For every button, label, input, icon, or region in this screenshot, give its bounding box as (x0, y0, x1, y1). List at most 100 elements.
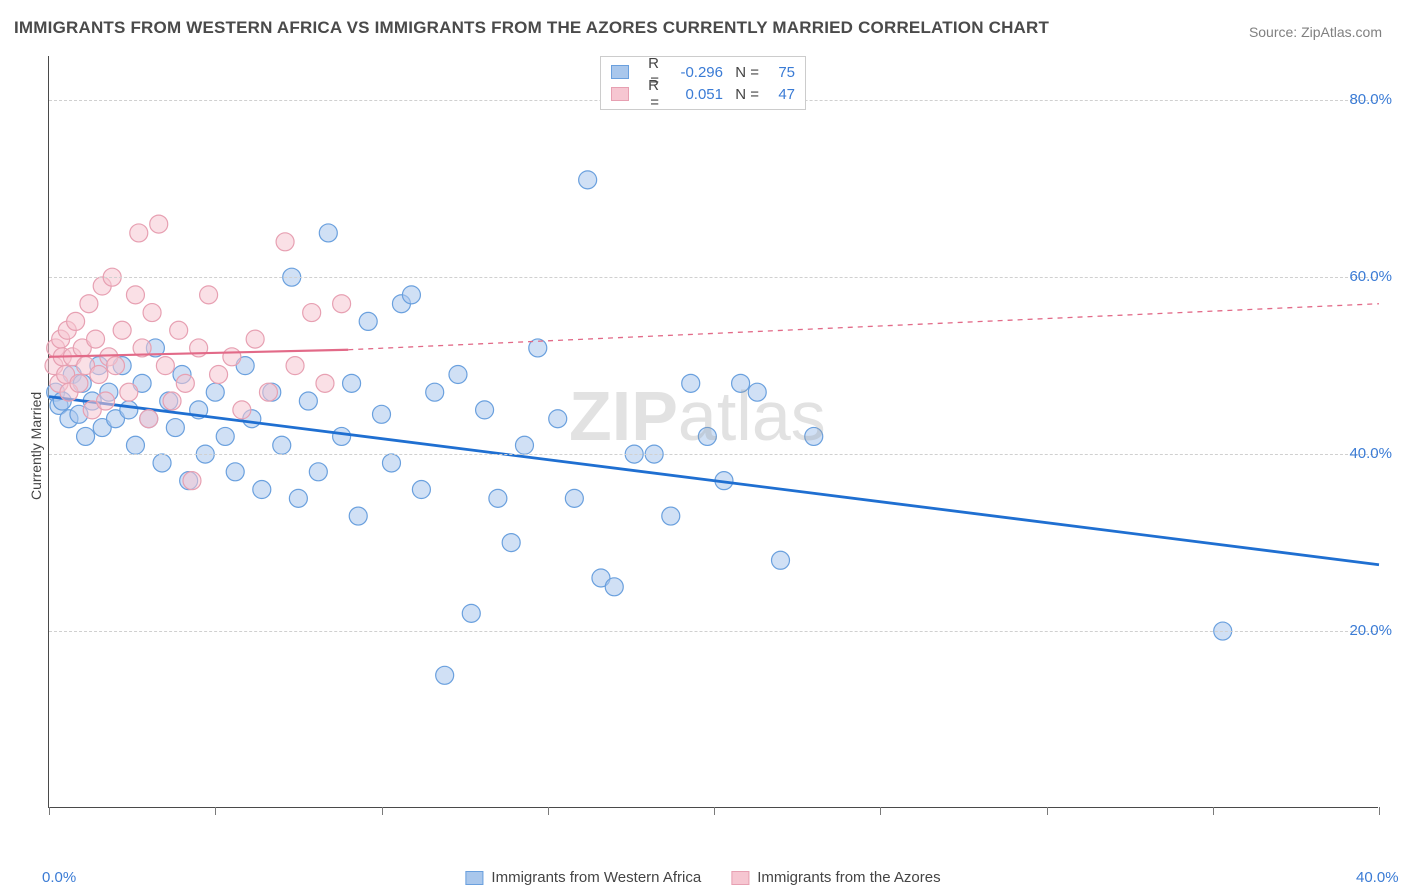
scatter-point-pink (140, 410, 158, 428)
scatter-point-blue (549, 410, 567, 428)
legend-row-pink: R = 0.051 N = 47 (611, 83, 795, 105)
y-tick-label: 40.0% (1349, 445, 1392, 462)
scatter-point-blue (319, 224, 337, 242)
scatter-point-pink (120, 383, 138, 401)
scatter-point-blue (206, 383, 224, 401)
y-tick-label: 60.0% (1349, 268, 1392, 285)
watermark-zip: ZIP (569, 377, 678, 455)
y-tick-label: 20.0% (1349, 622, 1392, 639)
scatter-point-pink (259, 383, 277, 401)
x-tick (1047, 807, 1048, 815)
legend-swatch-blue (611, 65, 629, 79)
scatter-point-blue (153, 454, 171, 472)
scatter-point-pink (303, 304, 321, 322)
series-legend: Immigrants from Western Africa Immigrant… (465, 869, 940, 886)
legend-swatch-pink (731, 871, 749, 885)
scatter-point-blue (299, 392, 317, 410)
scatter-point-pink (200, 286, 218, 304)
scatter-point-pink (90, 365, 108, 383)
scatter-point-blue (502, 534, 520, 552)
scatter-point-blue (772, 551, 790, 569)
scatter-point-blue (289, 489, 307, 507)
scatter-point-pink (163, 392, 181, 410)
r-value-pink: 0.051 (667, 86, 723, 103)
scatter-point-blue (426, 383, 444, 401)
scatter-point-blue (226, 463, 244, 481)
scatter-point-pink (67, 312, 85, 330)
n-value-blue: 75 (767, 64, 795, 81)
scatter-point-blue (343, 374, 361, 392)
scatter-point-blue (436, 666, 454, 684)
scatter-point-blue (402, 286, 420, 304)
scatter-point-blue (662, 507, 680, 525)
scatter-point-blue (449, 365, 467, 383)
scatter-point-pink (143, 304, 161, 322)
scatter-point-pink (113, 321, 131, 339)
scatter-point-blue (333, 427, 351, 445)
scatter-point-pink (87, 330, 105, 348)
source-attribution: Source: ZipAtlas.com (1249, 24, 1382, 40)
scatter-point-blue (412, 481, 430, 499)
r-label: R = (637, 77, 659, 111)
scatter-point-blue (253, 481, 271, 499)
scatter-point-pink (246, 330, 264, 348)
scatter-point-pink (126, 286, 144, 304)
n-value-pink: 47 (767, 86, 795, 103)
scatter-point-blue (216, 427, 234, 445)
scatter-point-blue (489, 489, 507, 507)
scatter-point-blue (373, 405, 391, 423)
scatter-point-pink (107, 357, 125, 375)
scatter-point-blue (515, 436, 533, 454)
scatter-point-blue (565, 489, 583, 507)
scatter-point-pink (316, 374, 334, 392)
gridline (49, 277, 1378, 278)
legend-swatch-blue (465, 871, 483, 885)
x-tick (215, 807, 216, 815)
legend-item-blue: Immigrants from Western Africa (465, 869, 701, 886)
plot-area: ZIPatlas (48, 56, 1378, 808)
watermark-atlas: atlas (678, 377, 826, 455)
legend-label-pink: Immigrants from the Azores (757, 869, 940, 886)
scatter-point-blue (166, 419, 184, 437)
scatter-point-pink (223, 348, 241, 366)
scatter-point-pink (70, 374, 88, 392)
trendline-dash-pink (348, 304, 1379, 350)
x-tick (548, 807, 549, 815)
x-tick (382, 807, 383, 815)
scatter-point-pink (130, 224, 148, 242)
scatter-point-pink (210, 365, 228, 383)
x-tick-label: 40.0% (1356, 869, 1399, 886)
scatter-point-pink (233, 401, 251, 419)
scatter-point-blue (359, 312, 377, 330)
x-tick-label: 0.0% (42, 869, 76, 886)
scatter-point-blue (382, 454, 400, 472)
x-tick (880, 807, 881, 815)
n-label: N = (731, 86, 759, 103)
watermark: ZIPatlas (569, 376, 826, 456)
scatter-point-blue (126, 436, 144, 454)
legend-item-pink: Immigrants from the Azores (731, 869, 940, 886)
x-tick (714, 807, 715, 815)
scatter-point-pink (97, 392, 115, 410)
y-axis-label: Currently Married (28, 392, 44, 500)
scatter-point-pink (183, 472, 201, 490)
scatter-point-blue (77, 427, 95, 445)
y-tick-label: 80.0% (1349, 91, 1392, 108)
scatter-point-blue (309, 463, 327, 481)
x-tick (1379, 807, 1380, 815)
scatter-point-blue (605, 578, 623, 596)
chart-title: IMMIGRANTS FROM WESTERN AFRICA VS IMMIGR… (14, 18, 1049, 38)
scatter-point-pink (156, 357, 174, 375)
x-tick (1213, 807, 1214, 815)
legend-swatch-pink (611, 87, 629, 101)
scatter-point-pink (276, 233, 294, 251)
r-value-blue: -0.296 (667, 64, 723, 81)
scatter-point-blue (579, 171, 597, 189)
scatter-point-pink (176, 374, 194, 392)
legend-label-blue: Immigrants from Western Africa (491, 869, 701, 886)
scatter-point-pink (150, 215, 168, 233)
scatter-point-blue (462, 604, 480, 622)
gridline (49, 631, 1378, 632)
scatter-point-blue (349, 507, 367, 525)
scatter-point-pink (286, 357, 304, 375)
